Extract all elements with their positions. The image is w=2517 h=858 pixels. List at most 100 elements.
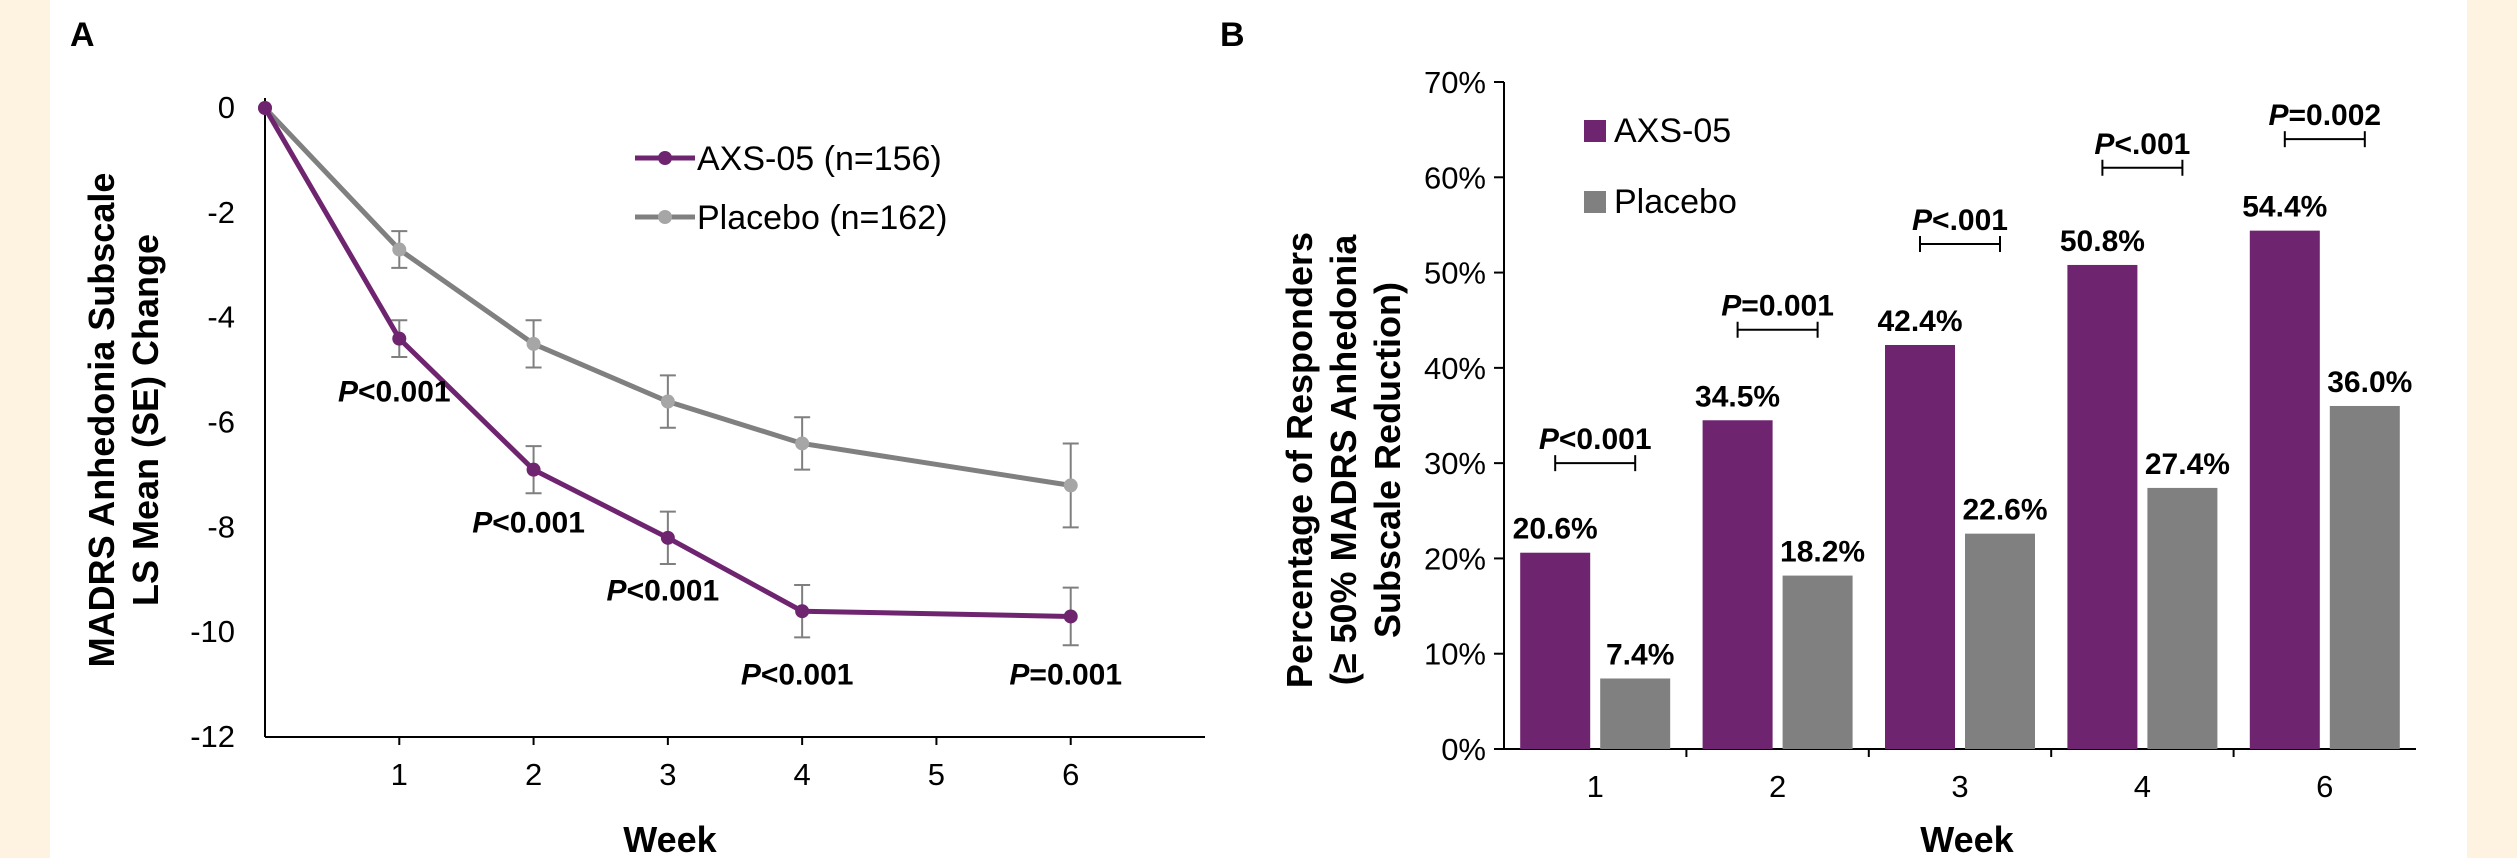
panel-a-pvalue-annotation-value: =0.001 — [1029, 659, 1122, 692]
panel-b-pvalue-label: P<.001 — [1912, 204, 2008, 237]
panel-a-ytick-label: -4 — [207, 300, 235, 335]
panel-a-axs05-line — [262, 106, 1071, 619]
panel-b-ytick-label: 50% — [1424, 256, 1486, 291]
panel-a-pvalue-annotation-prefix: P — [338, 376, 359, 409]
panel-b-legend-axs05-label: AXS-05 — [1614, 112, 1731, 150]
panel-b-ylabel-line1: Percentage of Responders — [1279, 232, 1320, 688]
panel-b-xtick-label: 6 — [2316, 769, 2333, 804]
panel-a-ylabel-line1: MADRS Anhedonia Subscale — [81, 173, 122, 668]
panel-b-pvalue-label-value: <0.001 — [1559, 423, 1652, 456]
panel-a-placebo-point — [795, 436, 810, 451]
panel-a-pvalue-annotation: P<0.001 — [741, 659, 854, 692]
panel-a-xtick-label: 2 — [525, 757, 542, 792]
panel-b-axs05-data-label: 54.4% — [2242, 191, 2327, 224]
panel-a-xlabel: Week — [623, 819, 717, 858]
panel-b-pvalue-label: P<0.001 — [1539, 423, 1652, 456]
panel-b-axs05-data-label: 42.4% — [1877, 305, 1962, 338]
panel-b-placebo-data-label: 36.0% — [2327, 366, 2412, 399]
panel-b-legend-axs05-swatch — [1584, 120, 1606, 142]
panel-a-pvalue-annotation-value: <0.001 — [761, 659, 854, 692]
panel-b-pvalue-label: P<.001 — [2094, 128, 2190, 161]
panel-b-pvalue-label-prefix: P — [1721, 290, 1742, 323]
panel-b-axs05-bar — [1702, 420, 1773, 749]
panel-b-placebo-data-label: 22.6% — [1962, 494, 2047, 527]
panel-a-line-chart: A MADRS Anhedonia Subscale LS Mean (SE) … — [70, 16, 1205, 858]
panel-b-ytick-label: 60% — [1424, 160, 1486, 195]
panel-a-ylabel: MADRS Anhedonia Subscale LS Mean (SE) Ch… — [81, 173, 166, 668]
panel-b-placebo-bar — [1600, 678, 1671, 749]
panel-b-letter: B — [1220, 16, 1245, 54]
panel-b-ylabel-line2: (≥ 50% MADRS Anhedonia — [1323, 234, 1364, 685]
panel-b-xlabel: Week — [1920, 819, 2014, 858]
panel-a-xtick-label: 6 — [1062, 757, 1079, 792]
panel-a-axs05-point — [258, 101, 272, 115]
panel-b-ytick-label: 20% — [1424, 541, 1486, 576]
panel-a-placebo-point — [1063, 478, 1078, 493]
panel-b-pvalue-label-prefix: P — [1912, 204, 1933, 237]
panel-b-placebo-bar — [2147, 487, 2218, 749]
panel-a-pvalue-annotation-value: <0.001 — [358, 376, 451, 409]
panel-b-ytick-label: 0% — [1441, 732, 1486, 767]
panel-b-axs05-data-label: 34.5% — [1695, 380, 1780, 413]
panel-a-placebo-point — [660, 394, 675, 409]
panel-b-ytick-label: 30% — [1424, 446, 1486, 481]
panel-a-legend-axs05-label: AXS-05 (n=156) — [697, 140, 942, 178]
panel-a-pvalue-annotation-prefix: P — [607, 575, 628, 608]
chart-canvas: A MADRS Anhedonia Subscale LS Mean (SE) … — [70, 16, 2416, 858]
panel-a-ytick-label: -8 — [207, 509, 235, 544]
panel-b-xtick-label: 4 — [2134, 769, 2151, 804]
panel-b-pvalue-label: P=0.001 — [1721, 290, 1834, 323]
panel-b-placebo-data-label: 27.4% — [2145, 448, 2230, 481]
panel-a-letter: A — [70, 16, 95, 54]
panel-a-pvalue-annotation-prefix: P — [1009, 659, 1030, 692]
panel-b-placebo-bar — [1965, 533, 2035, 749]
panel-a-axs05-point — [795, 604, 810, 619]
panel-a-ytick-label: -2 — [207, 195, 235, 230]
panel-a-placebo-line — [263, 106, 1072, 488]
panel-b-ylabel: Percentage of Responders (≥ 50% MADRS An… — [1279, 232, 1408, 688]
panel-b-axs05-bar — [2249, 230, 2320, 749]
panel-a-pvalue-annotation: P<0.001 — [607, 575, 720, 608]
panel-b-bar-chart: B Percentage of Responders (≥ 50% MADRS … — [1220, 16, 2416, 858]
panel-a-placebo-point — [526, 336, 541, 351]
panel-a-axs05-point — [392, 331, 407, 346]
panel-a-legend-axs05-marker — [658, 151, 672, 165]
panel-b-xtick-label: 2 — [1769, 769, 1786, 804]
panel-a-axs05-point — [526, 462, 541, 477]
panel-b-xtick-label: 3 — [1951, 769, 1968, 804]
panel-a-axs05-point — [1063, 609, 1078, 624]
panel-b-ylabel-line3: Subscale Reduction) — [1367, 282, 1408, 638]
panel-b-axs05-bar — [1885, 344, 1955, 749]
panel-b-legend-placebo-swatch — [1584, 191, 1606, 213]
panel-b-pvalue-label: P=0.002 — [2268, 99, 2381, 132]
panel-b-axs05-bar — [1520, 552, 1591, 749]
panel-b-placebo-bar — [2329, 405, 2400, 749]
panel-a-ytick-label: -12 — [190, 719, 235, 754]
panel-b-ytick-label: 70% — [1424, 65, 1486, 100]
panel-b-axs05-data-label: 50.8% — [2060, 225, 2145, 258]
panel-b-pvalue-label-prefix: P — [2268, 99, 2289, 132]
panel-a-pvalue-annotation: P<0.001 — [338, 376, 451, 409]
panel-a-xtick-label: 5 — [928, 757, 945, 792]
panel-a-ylabel-line2: LS Mean (SE) Change — [125, 234, 166, 606]
panel-a-legend-placebo-label: Placebo (n=162) — [697, 199, 947, 237]
panel-a-pvalue-annotation: P<0.001 — [472, 507, 585, 540]
panel-b-pvalue-label-prefix: P — [2094, 128, 2115, 161]
panel-a-pvalue-annotation-value: <0.001 — [492, 507, 585, 540]
panel-b-placebo-data-label: 18.2% — [1780, 536, 1865, 569]
panel-b-ytick-label: 10% — [1424, 637, 1486, 672]
panel-a-xtick-label: 1 — [391, 757, 408, 792]
panel-b-axs05-bar — [2067, 264, 2138, 749]
panel-a-pvalue-annotation-prefix: P — [472, 507, 493, 540]
panel-a-pvalue-annotation-prefix: P — [741, 659, 762, 692]
panel-a-legend-placebo-marker — [658, 210, 672, 224]
panel-a-ytick-label: -6 — [207, 405, 235, 440]
panel-a-placebo-point — [392, 242, 407, 257]
panel-a-axs05-point — [660, 530, 675, 545]
panel-b-ytick-label: 40% — [1424, 351, 1486, 386]
panel-b-placebo-data-label: 7.4% — [1606, 638, 1674, 671]
panel-a-xtick-label: 3 — [659, 757, 676, 792]
panel-b-pvalue-label-value: <.001 — [1932, 204, 2008, 237]
panel-b-placebo-bar — [1782, 575, 1853, 749]
panel-b-pvalue-label-prefix: P — [1539, 423, 1560, 456]
